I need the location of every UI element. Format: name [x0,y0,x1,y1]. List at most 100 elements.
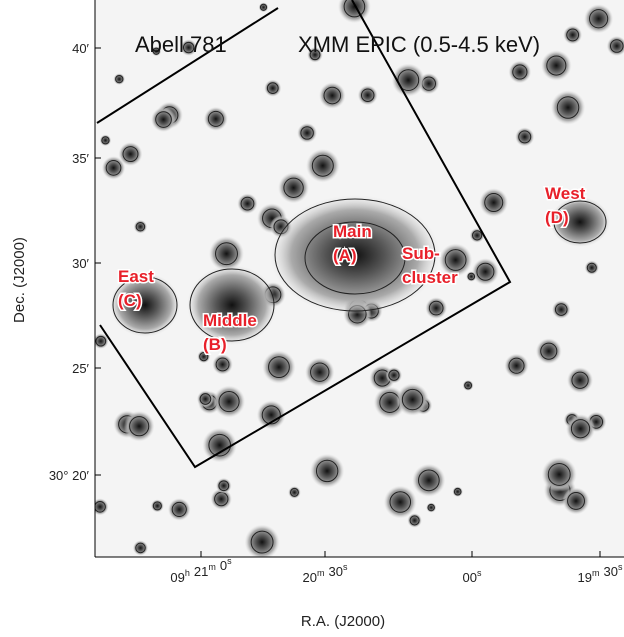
contour [570,419,591,439]
contour [546,55,567,76]
contour [476,262,495,281]
tick-value: 0 [220,558,227,573]
contour [586,262,597,273]
contour [95,501,106,513]
source [412,463,446,497]
source [95,498,109,516]
source [504,353,529,378]
source [396,383,429,416]
source [208,236,245,272]
contour [207,110,224,127]
source [385,367,403,384]
tick-unit: s [618,562,623,572]
contour [250,530,274,554]
source [237,193,258,214]
contour [540,342,558,360]
source [215,477,232,494]
source [203,106,228,131]
source [584,260,599,275]
tick-unit: m [208,562,216,572]
source [551,300,571,319]
source [567,367,594,394]
x-tick-label: 20m 30s [303,562,348,585]
tick-value: 30 [604,564,618,579]
source [606,35,624,57]
contour [388,369,400,381]
contour [472,230,483,241]
source [391,63,425,97]
tick-unit: m [592,568,600,578]
region-label: West [545,184,586,203]
contour [310,362,330,382]
source [197,350,211,364]
y-axis-label: Dec. (J2000) [11,237,28,323]
source [318,82,346,109]
contour [556,96,580,119]
source [132,540,149,556]
contour [240,196,255,211]
source [202,427,237,463]
x-axis-label: R.A. (J2000) [301,613,385,630]
region-label: Main [333,222,372,241]
contour [122,146,139,163]
contour [418,469,440,492]
contour [199,352,209,362]
region-label: (C) [118,291,142,310]
contour [95,335,107,347]
contour [508,357,525,374]
source [471,258,499,286]
source [305,357,335,387]
region-label: (A) [333,246,357,265]
sky-image [95,0,624,557]
source [407,513,422,528]
tick-unit: m [317,568,325,578]
source [584,4,614,34]
source [383,485,417,519]
tick-unit: s [227,556,232,566]
source [307,46,323,63]
contour [135,542,146,554]
x-tick-label: 09h 21m 0s [170,556,232,585]
x-tick-label: 00s [463,568,482,585]
source [123,410,155,442]
contour [589,9,609,29]
region-label: Sub- [402,244,440,263]
source [357,85,378,106]
source [297,122,318,143]
contour [171,501,187,517]
region-label: cluster [402,268,458,287]
contour [453,487,462,496]
source [310,453,345,489]
contour [218,480,230,492]
contour [300,126,314,140]
y-tick-label: 25′ [72,361,89,376]
contour [290,487,299,497]
source [151,107,177,133]
source [133,219,148,234]
region-label: (D) [545,208,569,227]
contour [401,388,424,411]
y-tick-label: 30° 20′ [49,468,90,483]
region-label: Middle [203,311,257,330]
contour [609,39,624,53]
contour [428,300,444,316]
contour [444,249,467,271]
source [469,228,485,243]
contour [215,242,238,266]
contour [215,357,230,372]
source [210,488,232,510]
contour [566,28,580,42]
tick-unit: s [343,562,348,572]
contour [343,0,366,18]
contour [152,501,162,511]
contour [464,381,473,390]
contour [512,64,528,80]
contour [259,3,268,11]
tick-value: 30 [329,564,343,579]
source [508,60,532,84]
source [306,148,340,183]
region-label: East [118,267,154,286]
contour [268,356,290,379]
contour [309,49,321,61]
source [150,499,164,513]
